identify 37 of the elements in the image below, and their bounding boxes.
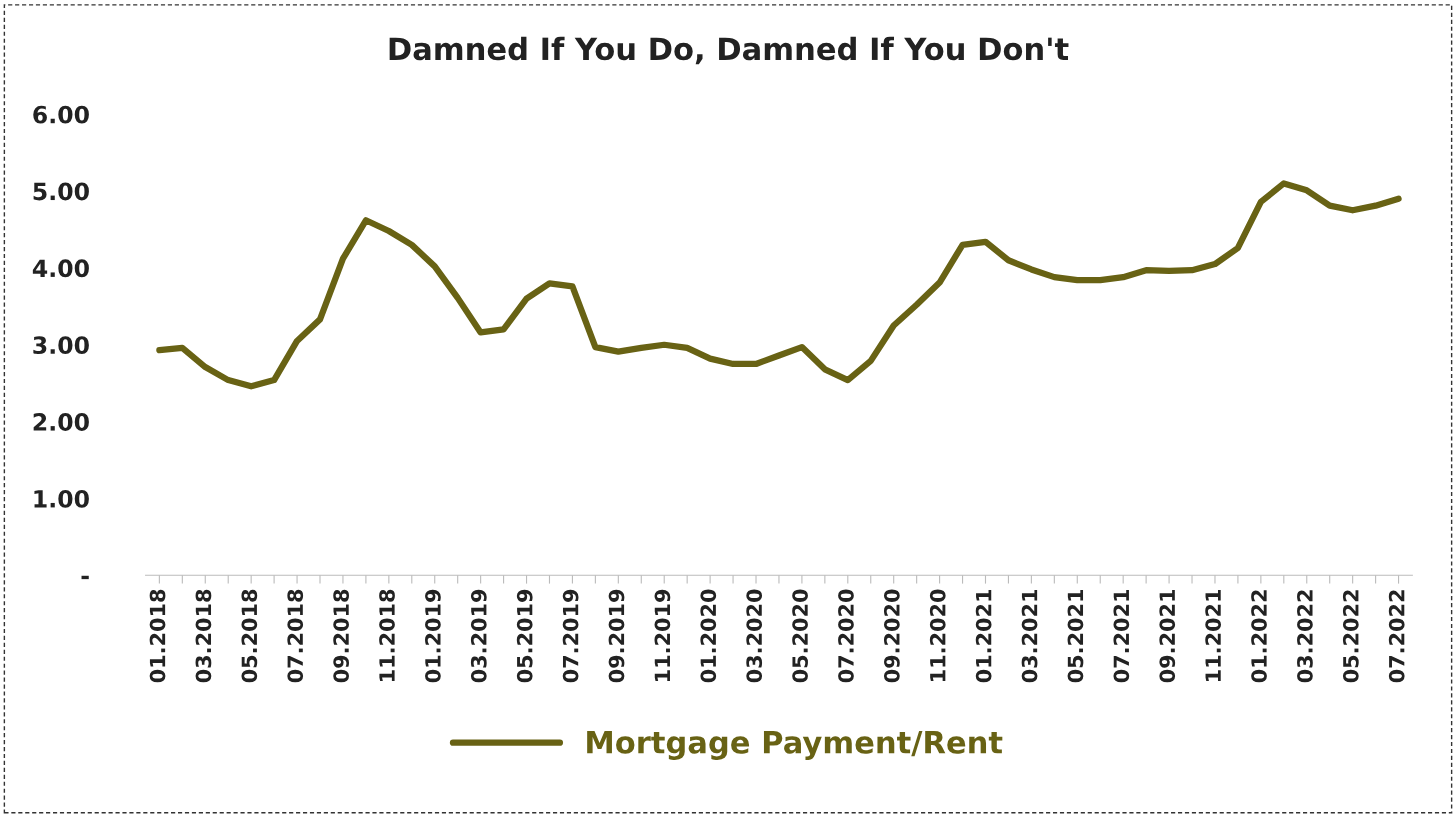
x-tick-label: 01.2020 (700, 589, 717, 683)
x-tick-label: 11.2020 (929, 589, 946, 682)
x-tick-label: 01.2021 (975, 589, 992, 683)
x-tick-label: 07.2021 (1113, 589, 1130, 683)
x-tick-label: 09.2020 (883, 589, 900, 683)
x-tick-label: 03.2021 (1021, 589, 1038, 683)
x-tick-label: 05.2021 (1067, 589, 1084, 683)
x-tick-label: 03.2020 (746, 589, 763, 683)
x-tick-label: 11.2019 (654, 589, 671, 682)
x-tick-label: 09.2018 (333, 589, 349, 683)
x-tick-label: 05.2018 (241, 589, 258, 683)
x-tick-label: 11.2021 (1205, 589, 1222, 682)
x-tick-label: 03.2022 (1297, 590, 1313, 683)
x-tick-label: 05.2022 (1342, 590, 1359, 683)
x-tick-label: 07.2022 (1388, 590, 1405, 683)
legend-label: Mortgage Payment/Rent (587, 731, 1003, 760)
y-tick-label: - (81, 575, 89, 580)
y-tick-label: 4.00 (32, 259, 89, 278)
y-tick-label: 3.00 (33, 336, 89, 355)
x-tick-label: 01.2022 (1251, 590, 1267, 683)
x-tick-label: 09.2019 (608, 589, 625, 683)
y-tick-label: 6.00 (33, 105, 89, 124)
x-tick-label: 03.2018 (195, 589, 212, 683)
x-tick-label: 09.2021 (1159, 589, 1176, 683)
chart-title: Damned If You Do, Damned If You Don't (389, 36, 1069, 65)
x-tick-label: 11.2018 (379, 589, 395, 682)
y-tick-label: 2.00 (33, 413, 89, 431)
x-tick-label: 01.2019 (425, 589, 441, 683)
x-tick-label: 03.2019 (470, 589, 487, 683)
x-tick-label: 05.2020 (792, 589, 808, 683)
x-tick-label: 01.2018 (149, 589, 166, 683)
x-tick-label: 07.2019 (562, 589, 579, 683)
x-tick-label: 07.2020 (838, 589, 854, 683)
y-tick-label: 5.00 (33, 182, 89, 201)
y-tick-label: 1.00 (34, 489, 89, 508)
x-tick-label: 05.2019 (516, 589, 533, 683)
x-tick-label: 07.2018 (287, 589, 304, 683)
